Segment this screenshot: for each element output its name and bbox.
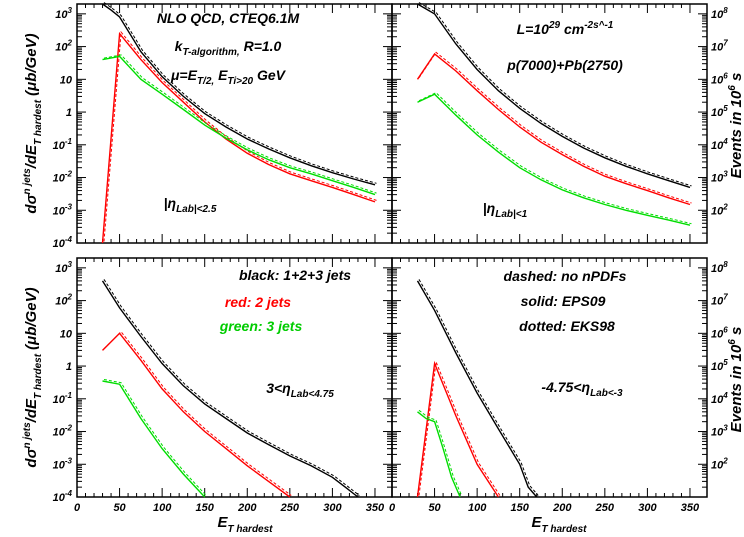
y-tick-label: 10	[60, 74, 73, 86]
x-axis-title: ET hardest	[217, 514, 273, 535]
series-line	[416, 280, 538, 498]
panel-annotation: kT-algorithm, R=1.0	[175, 38, 282, 58]
series-line	[416, 360, 499, 498]
panel-bottom-left: black: 1+2+3 jets red: 2 jets green: 3 jet…	[76, 257, 393, 498]
series-line-dashed	[418, 92, 692, 225]
x-tick-label: 150	[511, 502, 530, 514]
right-tick-label: 105	[711, 104, 728, 119]
series-line-dashed	[418, 409, 463, 496]
right-axis-title: Events in 106 s	[727, 327, 744, 433]
x-tick-label: 100	[468, 502, 487, 514]
right-tick-label: 106	[711, 325, 728, 340]
x-tick-label: 150	[196, 502, 215, 514]
x-tick-label: 200	[552, 502, 572, 514]
series-line-dashed	[103, 331, 292, 496]
right-tick-label: 103	[711, 170, 728, 185]
x-tick-label: 200	[237, 502, 257, 514]
panel-annotation: red: 2 jets	[225, 294, 291, 310]
right-tick-label: 103	[711, 424, 728, 439]
y-tick-label: 10-1	[53, 137, 73, 152]
panel-annotation: 3<ηLab<4.75	[266, 380, 334, 400]
series-line	[101, 280, 359, 498]
right-tick-label: 102	[711, 202, 728, 217]
panel-annotation: dashed: no nPDFs	[504, 268, 627, 284]
y-tick-label: 102	[55, 39, 72, 54]
panel-frame	[391, 3, 708, 244]
panel-annotation: p(7000)+Pb(2750)	[506, 57, 623, 73]
right-tick-label: 108	[711, 260, 728, 275]
x-tick-label: 250	[595, 502, 615, 514]
x-tick-label: 350	[366, 502, 385, 514]
x-tick-label: 300	[638, 502, 657, 514]
y-tick-label: 10-2	[53, 170, 73, 185]
series-line-dashed	[418, 279, 539, 496]
y-tick-label: 103	[55, 260, 72, 275]
y-tick-label: 10-1	[53, 391, 73, 406]
x-tick-label: 350	[681, 502, 700, 514]
right-tick-label: 107	[711, 39, 728, 54]
right-tick-label: 106	[711, 71, 728, 86]
right-axis-title: Events in 106 s	[727, 73, 744, 179]
panel-top-left: NLO QCD, CTEQ6.1M kT-algorithm, R=1.0 μ=ET…	[76, 2, 393, 244]
x-tick-label: 50	[113, 502, 126, 514]
x-tick-label: 100	[153, 502, 172, 514]
x-axis-title: ET hardest	[531, 514, 587, 535]
panel-bottom-right: dashed: no nPDFs solid: EPS09 dotted: EKS9…	[391, 257, 708, 498]
series-line	[417, 411, 461, 498]
y-tick-label: 10-3	[53, 202, 73, 217]
series-line-dashed	[418, 360, 501, 496]
series-line	[101, 31, 376, 244]
y-axis-title: dσn jets/dET hardest (μb/GeV)	[22, 287, 44, 467]
panel-annotation: |ηLab|<1	[483, 200, 528, 220]
x-tick-label: 0	[74, 502, 81, 514]
panel-frame	[391, 257, 708, 498]
panel-annotation: black: 1+2+3 jets	[239, 267, 351, 283]
series-line	[102, 380, 206, 498]
y-tick-label: 10-2	[53, 424, 73, 439]
series-line	[102, 55, 376, 196]
y-tick-label: 1	[66, 107, 72, 119]
series-line-dashed	[418, 2, 692, 187]
panel-annotation: -4.75<ηLab<-3	[541, 379, 623, 399]
series-line	[417, 3, 691, 189]
x-tick-label: 250	[280, 502, 300, 514]
series-line	[417, 93, 691, 226]
y-tick-label: 10	[60, 328, 73, 340]
right-tick-label: 104	[711, 137, 728, 152]
right-tick-label: 107	[711, 293, 728, 308]
panel-top-right: L=1029 cm-2s^-1 p(7000)+Pb(2750) |ηLab|<1	[391, 2, 708, 244]
panel-annotation: green: 3 jets	[219, 318, 303, 334]
panel-annotation: solid: EPS09	[521, 293, 606, 309]
y-axis-title: dσn jets/dET hardest (μb/GeV)	[22, 33, 44, 213]
y-tick-label: 1	[66, 361, 72, 373]
series-line-dashed	[418, 51, 692, 204]
series-line	[102, 332, 291, 498]
x-tick-label: 50	[428, 502, 441, 514]
x-tick-label: 300	[323, 502, 342, 514]
series-line	[102, 3, 376, 186]
panel-annotation: L=1029 cm-2s^-1	[517, 20, 614, 37]
right-tick-label: 108	[711, 6, 728, 21]
panel-annotation: μ=ET/2, ETi>20 GeV	[170, 67, 287, 87]
right-tick-label: 105	[711, 358, 728, 373]
right-tick-label: 104	[711, 391, 728, 406]
y-tick-label: 10-3	[53, 456, 73, 471]
y-tick-label: 102	[55, 293, 72, 308]
x-tick-label: 0	[389, 502, 396, 514]
y-tick-label: 103	[55, 6, 72, 21]
panel-annotation: NLO QCD, CTEQ6.1M	[157, 10, 300, 26]
right-tick-label: 102	[711, 456, 728, 471]
panel-annotation: dotted: EKS98	[519, 318, 615, 334]
y-tick-label: 10-4	[53, 235, 73, 250]
panel-annotation: |ηLab|<2.5	[164, 195, 217, 215]
series-line-dashed	[103, 279, 360, 496]
series-line	[416, 52, 691, 206]
series-line-dashed	[103, 379, 207, 496]
series-line-dashed	[103, 2, 377, 184]
series-line-dashed	[103, 54, 377, 194]
y-tick-label: 10-4	[53, 489, 73, 504]
